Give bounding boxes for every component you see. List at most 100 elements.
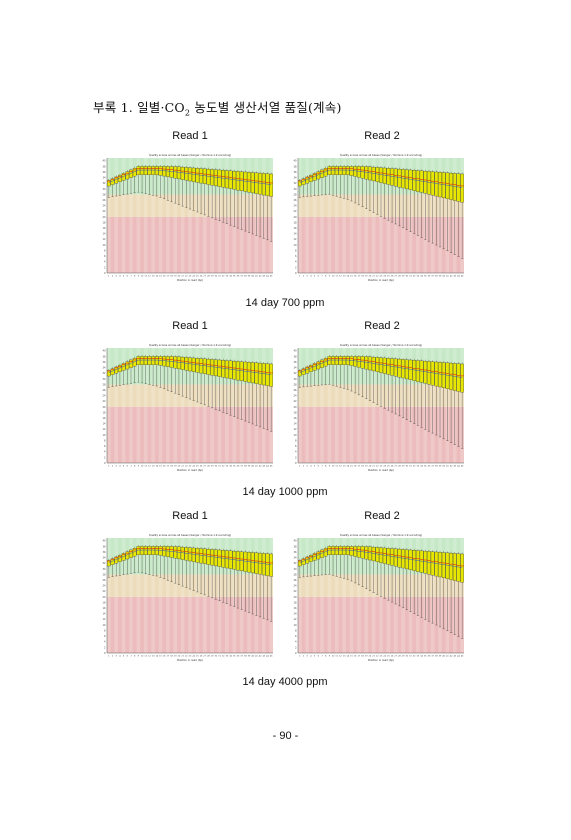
x-tick-label: 13: [343, 656, 346, 658]
x-tick-label: 30: [405, 656, 408, 658]
column-stripe: [166, 158, 170, 273]
x-tick-label: 12: [339, 656, 342, 658]
x-tick-label: 35: [424, 656, 427, 658]
column-stripe: [143, 538, 148, 653]
quartile-box: [199, 548, 203, 564]
x-tick-label: 43: [262, 466, 265, 468]
x-tick-label: 10: [141, 466, 144, 468]
x-tick-label: 6: [318, 466, 320, 468]
x-tick-label: 7: [130, 656, 132, 658]
x-tick-label: 24: [192, 656, 195, 658]
y-tick-label: 22: [102, 590, 106, 593]
x-axis-label: Position in read (bp): [177, 468, 203, 472]
column-stripe: [202, 538, 207, 653]
x-tick-label: 31: [218, 466, 221, 468]
x-tick-label: 44: [457, 656, 460, 658]
x-tick-label: 11: [144, 656, 147, 658]
quartile-box: [202, 358, 207, 374]
x-tick-label: 25: [387, 276, 390, 278]
y-tick-label: 22: [293, 210, 297, 213]
quartile-box: [261, 553, 266, 576]
y-tick-label: 28: [102, 383, 106, 386]
x-tick-label: 28: [398, 276, 401, 278]
y-tick-label: 22: [293, 590, 297, 593]
y-tick-label: 26: [102, 389, 106, 392]
y-tick-label: 40: [293, 540, 297, 543]
x-tick-label: 27: [394, 276, 397, 278]
x-tick-label: 41: [446, 466, 449, 468]
x-tick-label: 1: [108, 276, 110, 278]
quartile-box: [217, 169, 222, 187]
y-tick-label: 30: [102, 378, 106, 381]
quartile-box: [228, 550, 233, 569]
x-tick-label: 34: [420, 276, 423, 278]
x-tick-label: 26: [391, 656, 394, 658]
quartile-box: [225, 360, 229, 379]
column-stripe: [173, 538, 178, 653]
x-tick-label: 17: [358, 466, 361, 468]
x-tick-label: 5: [314, 276, 316, 278]
x-tick-label: 44: [266, 656, 269, 658]
quartile-box: [334, 166, 339, 175]
quartile-box: [401, 169, 405, 189]
quartile-box: [434, 551, 439, 577]
mean-line: [299, 549, 463, 568]
x-tick-label: 24: [192, 276, 195, 278]
quartile-box: [364, 166, 369, 180]
column-stripe: [114, 538, 119, 653]
plot-title: Quality scores across all bases (Sanger …: [149, 153, 231, 157]
x-tick-label: 4: [310, 466, 312, 468]
x-tick-label: 27: [203, 276, 206, 278]
column-stripe: [180, 348, 185, 463]
x-tick-label: 15: [350, 276, 353, 278]
quartile-box: [349, 166, 354, 176]
x-tick-label: 40: [442, 276, 445, 278]
column-stripe: [107, 158, 111, 273]
quartile-box: [188, 357, 192, 372]
y-tick-label: 36: [102, 551, 106, 554]
x-tick-label: 18: [170, 276, 173, 278]
quartile-box: [360, 356, 365, 369]
quality-plot-svg: Quality scores across all bases (Sanger …: [293, 153, 464, 282]
x-tick-label: 29: [402, 656, 405, 658]
x-tick-label: 12: [339, 466, 342, 468]
x-tick-label: 22: [185, 656, 188, 658]
x-tick-label: 22: [376, 656, 379, 658]
y-tick-label: 36: [293, 171, 297, 174]
quartile-box: [140, 546, 144, 555]
column-stripe: [151, 538, 155, 653]
quartile-box: [261, 173, 266, 196]
x-tick-label: 42: [450, 656, 453, 658]
x-tick-label: 13: [152, 276, 155, 278]
x-tick-label: 17: [358, 276, 361, 278]
page-heading: 부록 1. 일별·CO2 농도별 생산서열 품질(계속): [93, 100, 342, 118]
x-tick-label: 37: [431, 276, 434, 278]
y-tick-label: 30: [102, 188, 106, 191]
quartile-box: [173, 546, 178, 559]
quartile-box: [225, 550, 229, 569]
x-tick-label: 36: [428, 276, 431, 278]
column-stripe: [371, 538, 376, 653]
quartile-box: [345, 166, 350, 175]
x-tick-label: 4: [119, 656, 121, 658]
x-tick-label: 25: [387, 656, 390, 658]
y-tick-label: 20: [102, 406, 106, 409]
x-tick-label: 40: [251, 656, 254, 658]
quartile-box: [206, 548, 211, 565]
quartile-box: [143, 166, 148, 175]
y-tick-label: 28: [102, 193, 106, 196]
column-stripe: [357, 348, 361, 463]
x-tick-label: 26: [200, 276, 203, 278]
x-tick-label: 19: [365, 656, 368, 658]
x-tick-label: 20: [178, 656, 181, 658]
x-tick-label: 7: [321, 656, 323, 658]
x-tick-label: 38: [244, 466, 247, 468]
quartile-box: [423, 170, 428, 194]
y-tick-label: 10: [293, 624, 297, 627]
quartile-box: [180, 546, 185, 560]
x-tick-label: 44: [266, 466, 269, 468]
quartile-box: [338, 546, 343, 555]
quartile-box: [195, 168, 200, 183]
x-tick-label: 14: [155, 466, 158, 468]
x-tick-label: 7: [321, 466, 323, 468]
